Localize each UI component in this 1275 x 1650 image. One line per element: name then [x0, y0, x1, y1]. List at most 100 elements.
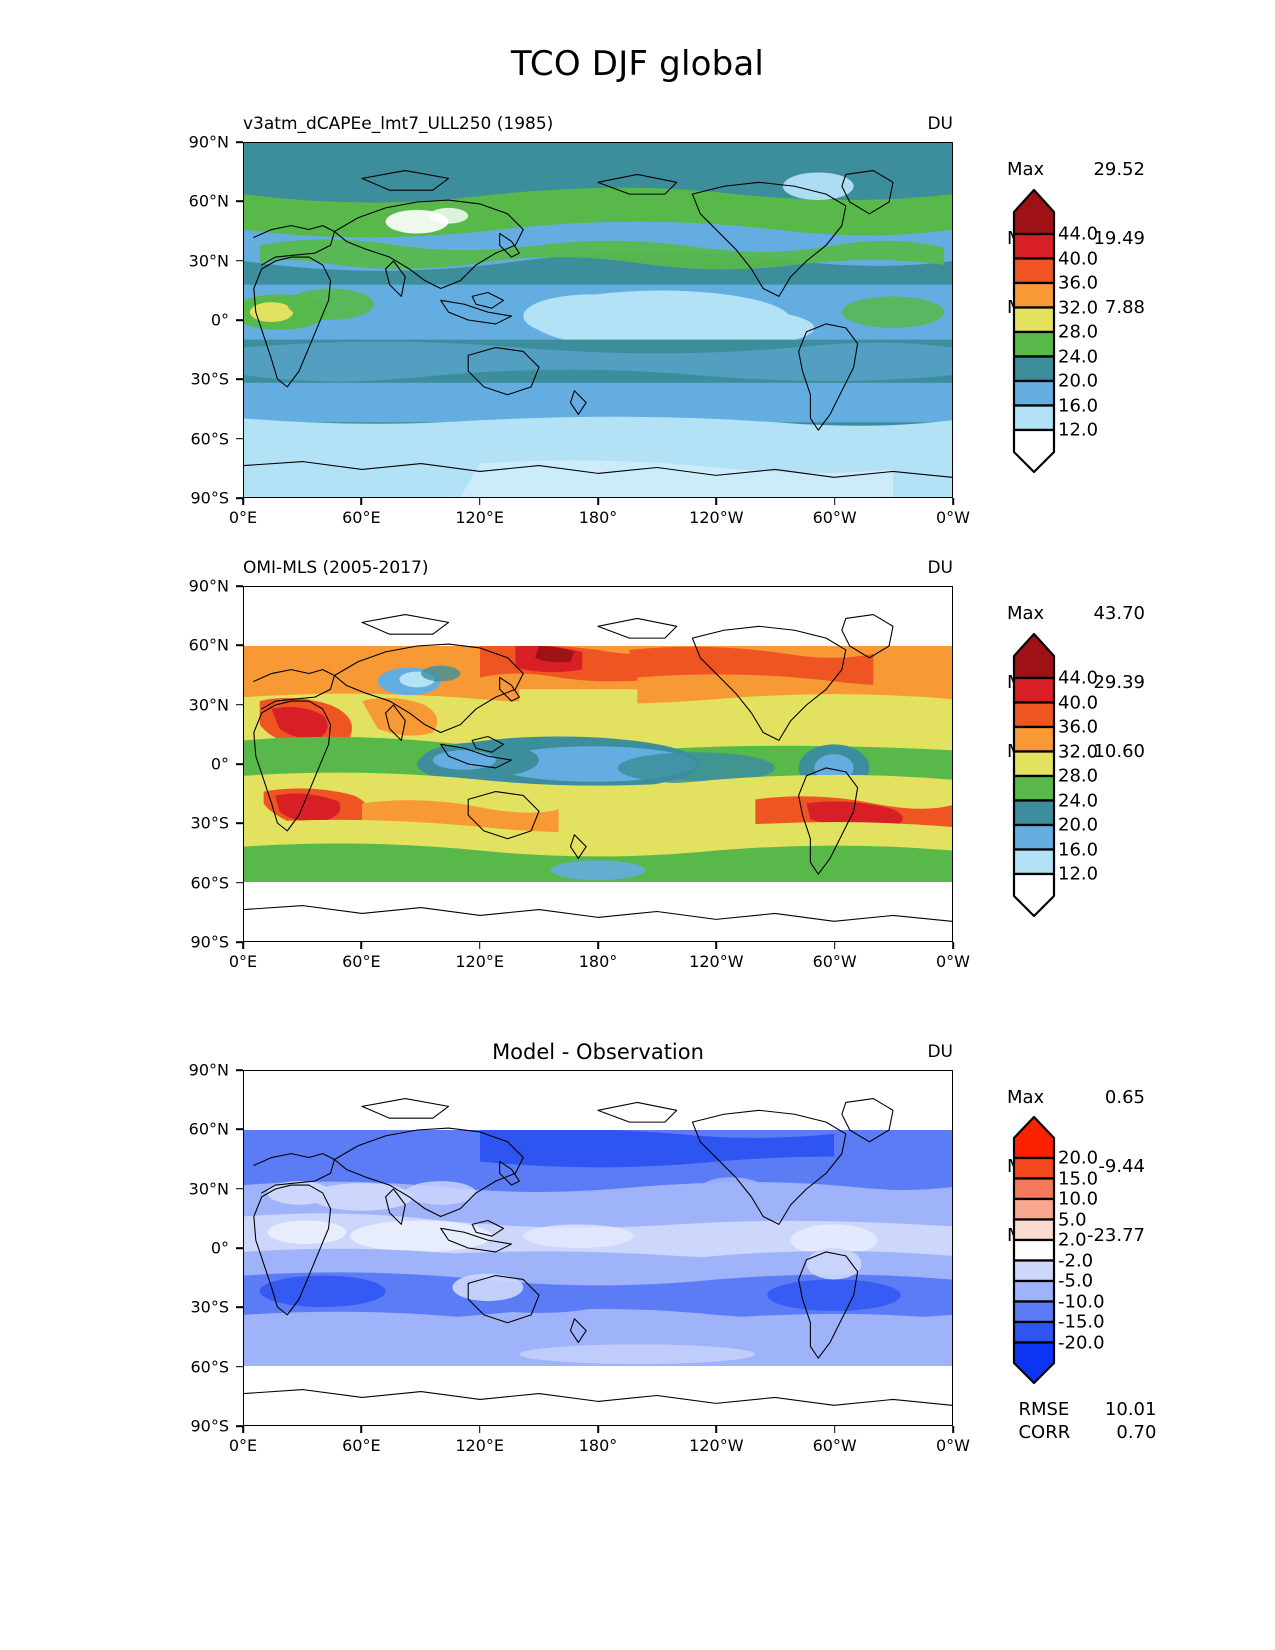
- cbar-label: 24.0: [1058, 346, 1099, 367]
- ylabel: 0°: [210, 754, 229, 774]
- figure-title: TCO DJF global: [510, 44, 765, 84]
- colorbar-difference[interactable]: 20.0 15.0 10.0 5.0 2.0 -2.0 -5.0 -10.0 -…: [1012, 1114, 1192, 1394]
- panel-difference: Model - Observation DU: [189, 1040, 970, 1455]
- colorbar-difference-swatches: [1012, 1115, 1056, 1385]
- xlabel: 0°E: [228, 508, 258, 527]
- ylabel: 60°N: [188, 1119, 229, 1139]
- ylabel: 30°S: [190, 813, 229, 833]
- cbar-label: 5.0: [1058, 1209, 1087, 1230]
- panel-difference-map-canvas: [244, 1071, 952, 1425]
- ylabel: 90°N: [188, 1060, 229, 1080]
- ylabel: 30°S: [190, 1297, 229, 1317]
- xlabel: 120°W: [689, 508, 744, 527]
- stat-val-mean: 19.49: [1093, 228, 1145, 249]
- ylabel: 30°N: [188, 695, 229, 715]
- cbar-label: -20.0: [1058, 1332, 1105, 1353]
- xlabel: 0°W: [936, 952, 970, 971]
- ylabel: 30°N: [188, 1179, 229, 1199]
- cbar-label: 10.0: [1058, 1188, 1099, 1210]
- stat-val-min: 10.60: [1093, 741, 1145, 762]
- panel-model-map-canvas: [244, 143, 952, 497]
- stat-val-min: -23.77: [1086, 1225, 1145, 1246]
- ylabel: 90°S: [190, 1416, 229, 1436]
- xlabel: 180°: [578, 952, 618, 971]
- ylabel: 90°N: [188, 576, 229, 596]
- panel-observation-xaxis: [242, 942, 954, 950]
- panel-observation-map-canvas: [244, 587, 952, 941]
- stat-val-mean: -9.44: [1098, 1156, 1145, 1177]
- panel-difference-ylabels: 90°N 60°N 30°N 0° 30°S 60°S 90°S: [188, 1061, 235, 1436]
- skill-val-rmse: 10.01: [1104, 1399, 1157, 1420]
- xlabel: 120°E: [455, 952, 504, 971]
- panel-observation-units: DU: [927, 558, 953, 578]
- ylabel: 60°S: [190, 873, 229, 893]
- stat-val-max: 43.70: [1093, 603, 1145, 624]
- panel-difference-xlabels: 0°E 60°E 120°E 180° 120°W 60°W 0°W: [229, 1436, 970, 1458]
- cbar-label: -15.0: [1058, 1311, 1105, 1333]
- panel-model-xaxis: [242, 498, 954, 506]
- cbar-label: 20.0: [1058, 1147, 1099, 1169]
- colorbar-absolute-1-swatches: [1012, 188, 1056, 474]
- xlabel: 0°E: [228, 1436, 258, 1455]
- colorbar-absolute-2[interactable]: 44.0 40.0 36.0 32.0 28.0 24.0 20.0 16.0 …: [1012, 630, 1192, 920]
- ylabel: 90°N: [188, 132, 229, 152]
- ylabel: 30°S: [190, 369, 229, 389]
- cbar-label: -5.0: [1058, 1270, 1094, 1292]
- cbar-label: 24.0: [1058, 790, 1099, 811]
- ylabel: 90°S: [190, 488, 229, 508]
- stat-val-max: 0.65: [1104, 1087, 1145, 1108]
- cbar-label: -10.0: [1058, 1291, 1105, 1312]
- skill-val-corr: 0.70: [1116, 1422, 1157, 1443]
- panel-model-map[interactable]: [243, 142, 953, 498]
- xlabel: 60°E: [342, 508, 381, 527]
- cbar-label: 44.0: [1058, 667, 1099, 689]
- cbar-label: 32.0: [1058, 297, 1099, 318]
- xlabel: 60°W: [812, 1436, 857, 1455]
- xlabel: 60°W: [812, 952, 857, 971]
- panel-difference-title: Model - Observation: [492, 1040, 704, 1064]
- ylabel: 0°: [210, 310, 229, 330]
- panel-model: v3atm_dCAPEe_lmt7_ULL250 (1985) DU: [189, 114, 970, 527]
- cbar-label: 28.0: [1058, 765, 1099, 787]
- cbar-label: 16.0: [1058, 395, 1099, 416]
- xlabel: 60°E: [342, 952, 381, 971]
- ylabel: 60°S: [190, 1357, 229, 1377]
- xlabel: 0°E: [228, 952, 258, 971]
- cbar-label: 40.0: [1058, 248, 1099, 269]
- stat-key-max: Max: [1007, 603, 1045, 624]
- panel-model-yaxis: [235, 141, 243, 499]
- cbar-label: 40.0: [1058, 692, 1099, 713]
- ylabel: 60°N: [188, 635, 229, 655]
- colorbar-absolute-2-swatches: [1012, 632, 1056, 918]
- cbar-label: 36.0: [1058, 716, 1099, 738]
- xlabel: 60°W: [812, 508, 857, 527]
- panel-difference-map[interactable]: [243, 1070, 953, 1426]
- xlabel: 180°: [578, 508, 618, 527]
- panel-difference-yaxis: [235, 1069, 243, 1427]
- panel-observation: OMI-MLS (2005-2017) DU: [189, 558, 970, 971]
- panel-model-units: DU: [927, 114, 953, 134]
- cbar-label: 44.0: [1058, 223, 1099, 245]
- panel-difference-units: DU: [927, 1042, 953, 1062]
- cbar-label: 20.0: [1058, 370, 1099, 392]
- xlabel: 120°E: [455, 508, 504, 527]
- stat-val-max: 29.52: [1093, 159, 1145, 180]
- panel-observation-xlabels: 0°E 60°E 120°E 180° 120°W 60°W 0°W: [229, 952, 970, 974]
- xlabel: 180°: [578, 1436, 618, 1455]
- cbar-label: 15.0: [1058, 1168, 1099, 1189]
- ylabel: 0°: [210, 1238, 229, 1258]
- panel-model-title: v3atm_dCAPEe_lmt7_ULL250 (1985): [243, 114, 554, 134]
- panel-observation-yaxis: [235, 585, 243, 943]
- panel-observation-map[interactable]: [243, 586, 953, 942]
- xlabel: 120°E: [455, 1436, 504, 1455]
- cbar-label: -2.0: [1058, 1250, 1094, 1271]
- cbar-label: 2.0: [1058, 1229, 1087, 1251]
- stat-val-min: 7.88: [1104, 297, 1145, 318]
- ylabel: 90°S: [190, 932, 229, 952]
- colorbar-absolute-1[interactable]: 44.0 40.0 36.0 32.0 28.0 24.0 20.0 16.0 …: [1012, 186, 1192, 476]
- xlabel: 120°W: [689, 1436, 744, 1455]
- xlabel: 60°E: [342, 1436, 381, 1455]
- ylabel: 60°S: [190, 429, 229, 449]
- panel-difference-xaxis: [242, 1426, 954, 1434]
